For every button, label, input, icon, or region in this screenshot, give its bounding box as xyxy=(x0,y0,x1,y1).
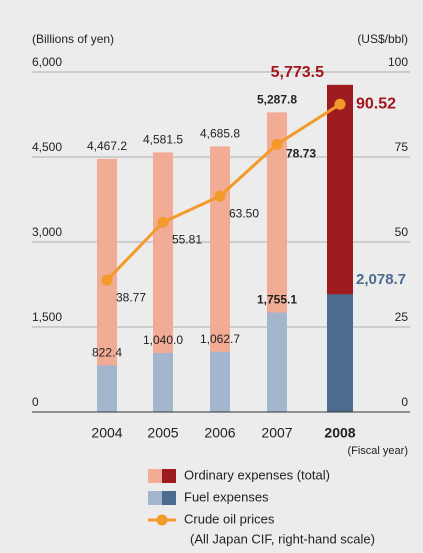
marker xyxy=(157,216,169,228)
legend-swatch xyxy=(148,469,162,483)
bar xyxy=(210,351,230,412)
y-tick-label: 3,000 xyxy=(32,225,62,239)
legend-note: (All Japan CIF, right-hand scale) xyxy=(190,531,375,546)
x-tick-label: 2006 xyxy=(204,425,235,441)
value-label: 90.52 xyxy=(356,95,396,112)
value-label: 1,040.0 xyxy=(143,333,183,347)
marker xyxy=(214,190,226,202)
value-label: 1,755.1 xyxy=(257,293,297,307)
value-label: 55.81 xyxy=(172,232,202,246)
value-label: 4,581.5 xyxy=(143,133,183,147)
value-label: 5,773.5 xyxy=(271,64,324,81)
value-label: 5,287.8 xyxy=(257,93,297,107)
marker xyxy=(101,274,113,286)
bar xyxy=(153,152,173,413)
y2-tick-label: 0 xyxy=(401,395,408,409)
legend-label: Crude oil prices xyxy=(184,511,275,526)
bar xyxy=(327,294,353,412)
x-tick-label: 2008 xyxy=(324,425,355,441)
marker xyxy=(334,98,346,110)
value-label: 38.77 xyxy=(116,290,146,304)
value-label: 4,685.8 xyxy=(200,127,240,141)
marker xyxy=(271,138,283,150)
y2-tick-label: 25 xyxy=(395,310,409,324)
y2-tick-label: 75 xyxy=(395,140,409,154)
legend-swatch xyxy=(148,491,162,505)
legend-swatch xyxy=(162,469,176,483)
value-label: 2,078.7 xyxy=(356,271,406,288)
y-tick-label: 6,000 xyxy=(32,55,62,69)
y-tick-label: 1,500 xyxy=(32,310,62,324)
y2-axis-label: (US$/bbl) xyxy=(357,32,408,46)
value-label: 4,467.2 xyxy=(87,139,127,153)
bar xyxy=(153,353,173,412)
y-axis-label: (Billions of yen) xyxy=(32,32,114,46)
value-label: 822.4 xyxy=(92,346,122,360)
x-axis-label: (Fiscal year) xyxy=(347,445,408,457)
value-label: 78.73 xyxy=(286,146,316,160)
legend-swatch xyxy=(162,491,176,505)
y-tick-label: 4,500 xyxy=(32,140,62,154)
x-tick-label: 2005 xyxy=(147,425,178,441)
y2-tick-label: 50 xyxy=(395,225,409,239)
bar xyxy=(210,146,230,413)
value-label: 1,062.7 xyxy=(200,332,240,346)
value-label: 63.50 xyxy=(229,206,259,220)
bar xyxy=(267,312,287,412)
x-tick-label: 2004 xyxy=(91,425,122,441)
x-tick-label: 2007 xyxy=(261,425,292,441)
y-tick-label: 0 xyxy=(32,395,39,409)
legend-label: Ordinary expenses (total) xyxy=(184,467,330,482)
legend-label: Fuel expenses xyxy=(184,489,269,504)
legend-marker xyxy=(156,514,168,526)
bar xyxy=(97,365,117,412)
y2-tick-label: 100 xyxy=(388,55,408,69)
